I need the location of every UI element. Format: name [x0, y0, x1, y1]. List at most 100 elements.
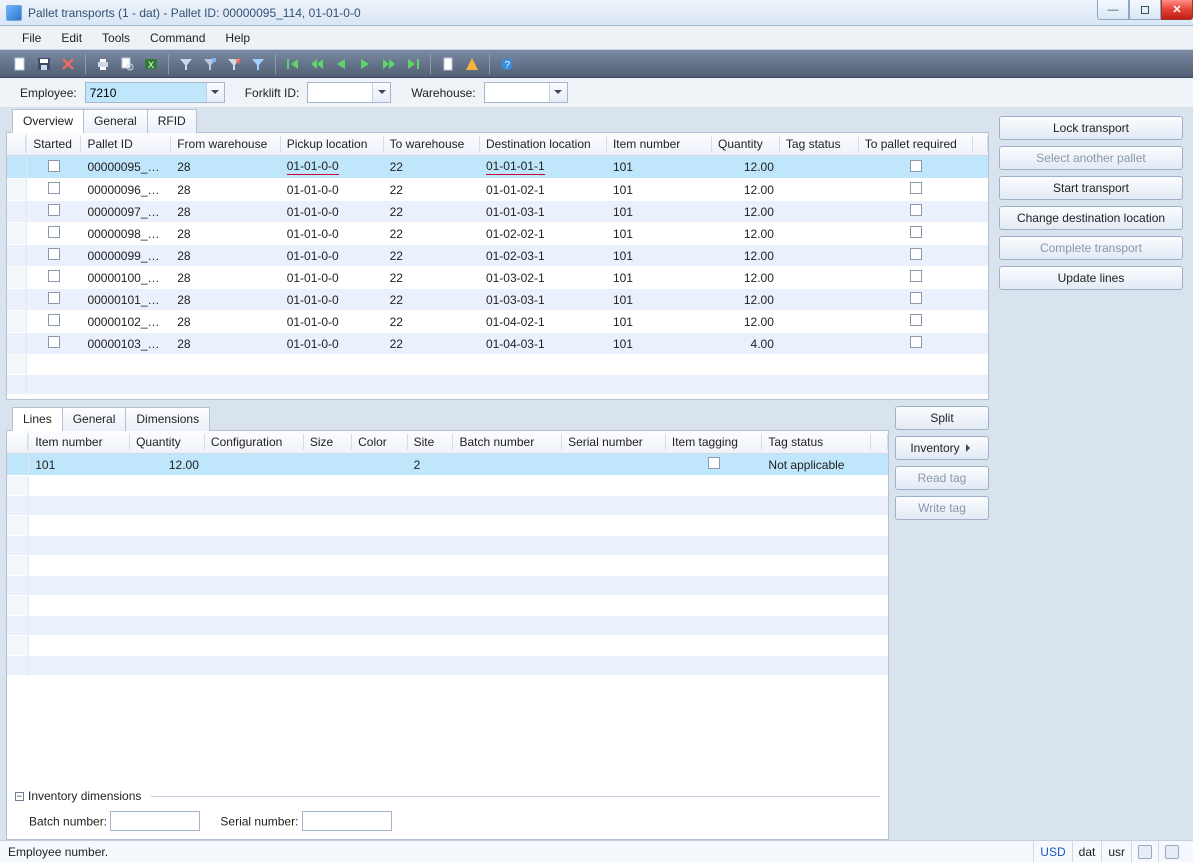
forklift-input[interactable]: [308, 83, 372, 102]
column-header[interactable]: Quantity: [130, 431, 205, 454]
started-checkbox[interactable]: [48, 204, 60, 216]
started-checkbox[interactable]: [48, 182, 60, 194]
table-row[interactable]: 00000096_1142801-01-0-02201-01-02-110112…: [7, 179, 988, 201]
column-header[interactable]: Tag status: [780, 133, 859, 156]
tab-overview[interactable]: Overview: [12, 109, 84, 133]
table-row[interactable]: 00000102_1142801-01-0-02201-04-02-110112…: [7, 311, 988, 333]
to-pallet-required-checkbox[interactable]: [910, 292, 922, 304]
column-header[interactable]: Item number: [607, 133, 712, 156]
column-header[interactable]: Tag status: [762, 431, 871, 454]
employee-combo[interactable]: [85, 82, 225, 103]
prev-record-icon[interactable]: [331, 54, 351, 74]
export-excel-icon[interactable]: X: [141, 54, 161, 74]
inventory-button[interactable]: Inventory: [895, 436, 989, 460]
started-checkbox[interactable]: [48, 226, 60, 238]
column-header[interactable]: Color: [352, 431, 408, 454]
column-header[interactable]: To warehouse: [384, 133, 480, 156]
started-checkbox[interactable]: [48, 270, 60, 282]
status-currency[interactable]: USD: [1040, 845, 1065, 859]
attach-icon[interactable]: [438, 54, 458, 74]
forklift-combo[interactable]: [307, 82, 391, 103]
started-checkbox[interactable]: [48, 314, 60, 326]
last-record-icon[interactable]: [403, 54, 423, 74]
column-header[interactable]: Destination location: [480, 133, 607, 156]
column-header[interactable]: Serial number: [562, 431, 666, 454]
first-record-icon[interactable]: [283, 54, 303, 74]
table-row[interactable]: 00000101_1142801-01-0-02201-03-03-110112…: [7, 289, 988, 311]
prev-page-icon[interactable]: [307, 54, 327, 74]
column-header[interactable]: Batch number: [453, 431, 562, 454]
started-checkbox[interactable]: [48, 292, 60, 304]
to-pallet-required-checkbox[interactable]: [910, 226, 922, 238]
batch-number-input[interactable]: [110, 811, 200, 831]
window-maximize-button[interactable]: [1129, 0, 1161, 20]
status-layer-icon[interactable]: [1138, 845, 1152, 859]
help-icon[interactable]: ?: [497, 54, 517, 74]
menu-help[interactable]: Help: [217, 28, 258, 48]
alert-icon[interactable]: [462, 54, 482, 74]
table-row[interactable]: 00000095_1142801-01-0-02201-01-01-110112…: [7, 156, 988, 179]
next-page-icon[interactable]: [379, 54, 399, 74]
table-row[interactable]: 00000097_1142801-01-0-02201-01-03-110112…: [7, 201, 988, 223]
chevron-down-icon[interactable]: [549, 83, 567, 102]
next-record-icon[interactable]: [355, 54, 375, 74]
employee-input[interactable]: [86, 83, 206, 102]
lock-transport-button[interactable]: Lock transport: [999, 116, 1183, 140]
warehouse-input[interactable]: [485, 83, 549, 102]
to-pallet-required-checkbox[interactable]: [910, 182, 922, 194]
column-header[interactable]: From warehouse: [171, 133, 280, 156]
transports-grid[interactable]: StartedPallet IDFrom warehousePickup loc…: [7, 133, 988, 395]
filter-by-grid-icon[interactable]: [176, 54, 196, 74]
table-row[interactable]: 00000100_1142801-01-0-02201-03-02-110112…: [7, 267, 988, 289]
split-button[interactable]: Split: [895, 406, 989, 430]
tab-lines[interactable]: Lines: [12, 407, 63, 431]
column-header[interactable]: Site: [408, 431, 454, 454]
collapse-icon[interactable]: −: [15, 792, 24, 801]
to-pallet-required-checkbox[interactable]: [910, 248, 922, 260]
delete-icon[interactable]: [58, 54, 78, 74]
save-icon[interactable]: [34, 54, 54, 74]
started-checkbox[interactable]: [48, 160, 60, 172]
filter-clear-icon[interactable]: [224, 54, 244, 74]
warehouse-combo[interactable]: [484, 82, 568, 103]
column-header[interactable]: Quantity: [712, 133, 780, 156]
started-checkbox[interactable]: [48, 336, 60, 348]
change-destination-location-button[interactable]: Change destination location: [999, 206, 1183, 230]
column-header[interactable]: Size: [304, 431, 352, 454]
status-db-icon[interactable]: [1165, 845, 1179, 859]
window-close-button[interactable]: ✕: [1161, 0, 1193, 20]
item-tagging-checkbox[interactable]: [708, 457, 720, 469]
filter-by-selection-icon[interactable]: [200, 54, 220, 74]
tab-rfid[interactable]: RFID: [147, 109, 197, 133]
started-checkbox[interactable]: [48, 248, 60, 260]
to-pallet-required-checkbox[interactable]: [910, 204, 922, 216]
chevron-down-icon[interactable]: [372, 83, 390, 102]
column-header[interactable]: Pallet ID: [81, 133, 171, 156]
window-minimize-button[interactable]: —: [1097, 0, 1129, 20]
menu-tools[interactable]: Tools: [94, 28, 138, 48]
column-header[interactable]: Item number: [29, 431, 130, 454]
table-row[interactable]: 00000099_1142801-01-0-02201-02-03-110112…: [7, 245, 988, 267]
column-header[interactable]: Pickup location: [281, 133, 384, 156]
to-pallet-required-checkbox[interactable]: [910, 270, 922, 282]
serial-number-input[interactable]: [302, 811, 392, 831]
tab-general[interactable]: General: [83, 109, 148, 133]
table-row[interactable]: 00000098_1142801-01-0-02201-02-02-110112…: [7, 223, 988, 245]
tab-dimensions[interactable]: Dimensions: [125, 407, 210, 431]
filter-advanced-icon[interactable]: [248, 54, 268, 74]
to-pallet-required-checkbox[interactable]: [910, 336, 922, 348]
column-header[interactable]: Item tagging: [666, 431, 763, 454]
tab-general[interactable]: General: [62, 407, 127, 431]
to-pallet-required-checkbox[interactable]: [910, 160, 922, 172]
start-transport-button[interactable]: Start transport: [999, 176, 1183, 200]
lines-grid[interactable]: Item numberQuantityConfigurationSizeColo…: [7, 431, 888, 676]
column-header[interactable]: Configuration: [205, 431, 304, 454]
print-preview-icon[interactable]: [117, 54, 137, 74]
column-header[interactable]: Started: [27, 133, 82, 156]
menu-edit[interactable]: Edit: [53, 28, 90, 48]
to-pallet-required-checkbox[interactable]: [910, 314, 922, 326]
table-row[interactable]: 00000103_1142801-01-0-02201-04-03-11014.…: [7, 333, 988, 355]
chevron-down-icon[interactable]: [206, 83, 224, 102]
print-icon[interactable]: [93, 54, 113, 74]
new-icon[interactable]: [10, 54, 30, 74]
